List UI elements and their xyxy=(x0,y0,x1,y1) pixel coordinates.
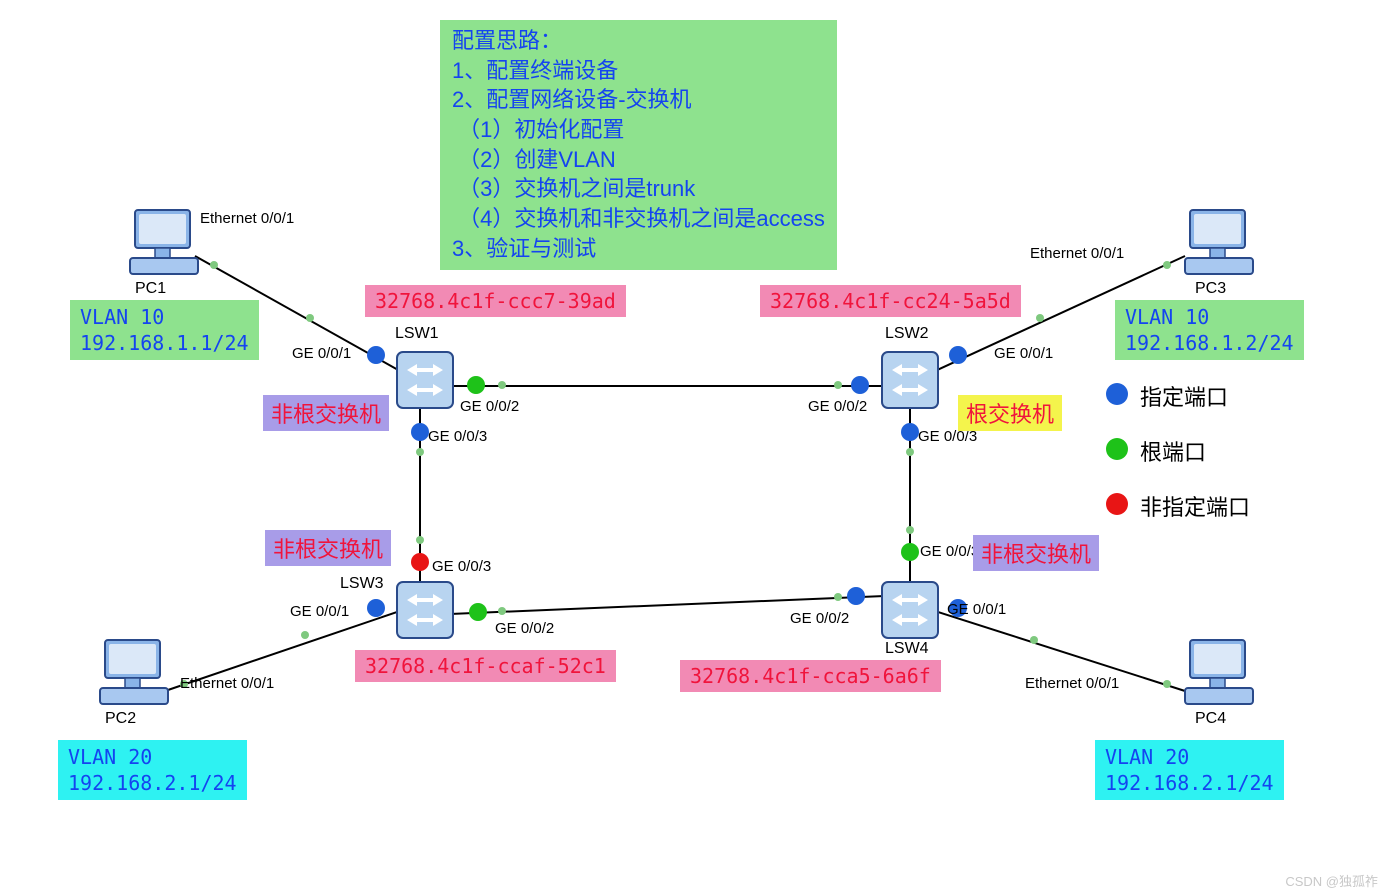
pc-eth-label: Ethernet 0/0/1 xyxy=(1025,675,1119,692)
link-indicator-dot xyxy=(1163,261,1171,269)
port-label: GE 0/0/2 xyxy=(460,398,519,415)
switch-icon[interactable] xyxy=(880,350,940,410)
bridge-id-box: 32768.4c1f-cca5-6a6f xyxy=(680,660,941,692)
port-role-dot xyxy=(467,376,485,394)
port-label: GE 0/0/2 xyxy=(790,610,849,627)
pc-info-box: VLAN 10192.168.1.2/24 xyxy=(1115,300,1304,360)
link-indicator-dot xyxy=(1163,680,1171,688)
pc-icon[interactable] xyxy=(1180,205,1260,280)
link-indicator-dot xyxy=(906,526,914,534)
switch-role-tag: 非根交换机 xyxy=(263,395,389,431)
port-label: GE 0/0/2 xyxy=(808,398,867,415)
pc-label: PC3 xyxy=(1195,280,1226,298)
port-role-dot xyxy=(367,346,385,364)
legend-label: 非指定端口 xyxy=(1140,490,1250,522)
switch-label: LSW4 xyxy=(885,640,929,658)
switch-icon[interactable] xyxy=(880,580,940,640)
pc-eth-label: Ethernet 0/0/1 xyxy=(180,675,274,692)
switch-role-tag: 根交换机 xyxy=(958,395,1062,431)
switch-label: LSW3 xyxy=(340,575,384,593)
pc-label: PC4 xyxy=(1195,710,1226,728)
config-instructions: 配置思路： 1、配置终端设备 2、配置网络设备-交换机 （1）初始化配置 （2）… xyxy=(440,20,837,270)
port-role-dot xyxy=(411,423,429,441)
legend-label: 根端口 xyxy=(1140,435,1206,467)
link-indicator-dot xyxy=(1036,314,1044,322)
link-indicator-dot xyxy=(834,593,842,601)
port-label: GE 0/0/3 xyxy=(432,558,491,575)
switch-label: LSW2 xyxy=(885,325,929,343)
link-indicator-dot xyxy=(498,381,506,389)
pc-label: PC2 xyxy=(105,710,136,728)
link-indicator-dot xyxy=(416,536,424,544)
port-role-dot xyxy=(411,553,429,571)
pc-info-box: VLAN 20192.168.2.1/24 xyxy=(1095,740,1284,800)
port-label: GE 0/0/1 xyxy=(292,345,351,362)
legend-dot xyxy=(1106,493,1128,515)
pc-eth-label: Ethernet 0/0/1 xyxy=(200,210,294,227)
legend-dot xyxy=(1106,383,1128,405)
port-label: GE 0/0/1 xyxy=(290,603,349,620)
link-indicator-dot xyxy=(301,631,309,639)
link-indicator-dot xyxy=(1030,636,1038,644)
port-role-dot xyxy=(901,423,919,441)
switch-role-tag: 非根交换机 xyxy=(265,530,391,566)
link-indicator-dot xyxy=(306,314,314,322)
bridge-id-box: 32768.4c1f-cc24-5a5d xyxy=(760,285,1021,317)
switch-role-tag: 非根交换机 xyxy=(973,535,1099,571)
port-label: GE 0/0/1 xyxy=(947,601,1006,618)
switch-icon[interactable] xyxy=(395,580,455,640)
link-indicator-dot xyxy=(834,381,842,389)
port-label: GE 0/0/2 xyxy=(495,620,554,637)
switch-label: LSW1 xyxy=(395,325,439,343)
bridge-id-box: 32768.4c1f-ccaf-52c1 xyxy=(355,650,616,682)
port-role-dot xyxy=(851,376,869,394)
link-indicator-dot xyxy=(906,448,914,456)
link-indicator-dot xyxy=(416,448,424,456)
port-role-dot xyxy=(949,346,967,364)
port-role-dot xyxy=(901,543,919,561)
pc-info-box: VLAN 20192.168.2.1/24 xyxy=(58,740,247,800)
legend-label: 指定端口 xyxy=(1140,380,1228,412)
link-indicator-dot xyxy=(498,607,506,615)
pc-icon[interactable] xyxy=(125,205,205,280)
switch-icon[interactable] xyxy=(395,350,455,410)
link-line xyxy=(450,385,885,387)
pc-icon[interactable] xyxy=(1180,635,1260,710)
bridge-id-box: 32768.4c1f-ccc7-39ad xyxy=(365,285,626,317)
pc-info-box: VLAN 10192.168.1.1/24 xyxy=(70,300,259,360)
port-label: GE 0/0/3 xyxy=(428,428,487,445)
port-role-dot xyxy=(367,599,385,617)
port-label: GE 0/0/3 xyxy=(920,543,979,560)
legend-dot xyxy=(1106,438,1128,460)
pc-icon[interactable] xyxy=(95,635,175,710)
port-label: GE 0/0/1 xyxy=(994,345,1053,362)
pc-eth-label: Ethernet 0/0/1 xyxy=(1030,245,1124,262)
watermark-text: CSDN @独孤祚 xyxy=(1285,871,1378,890)
port-role-dot xyxy=(847,587,865,605)
pc-label: PC1 xyxy=(135,280,166,298)
port-role-dot xyxy=(469,603,487,621)
link-indicator-dot xyxy=(210,261,218,269)
